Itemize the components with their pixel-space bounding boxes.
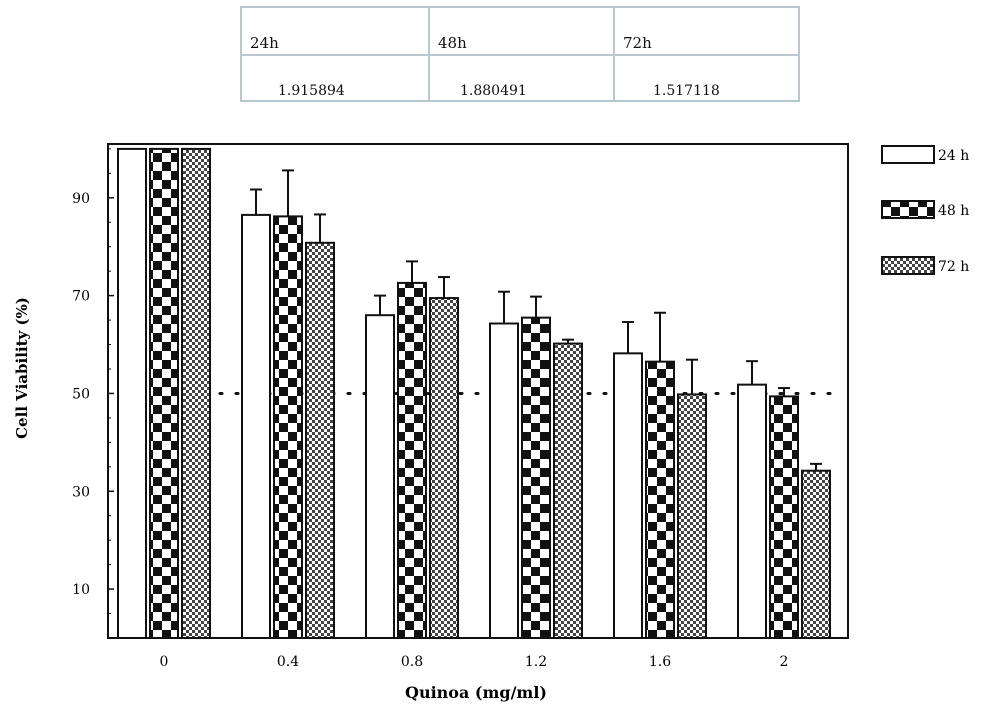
legend-swatch-48h: [881, 200, 935, 219]
bar-72h-0: [181, 147, 211, 639]
x-tick-label: 0.8: [401, 654, 423, 670]
y-tick-label: 30: [72, 484, 90, 500]
table-value-72h: 1.517118: [653, 83, 720, 99]
y-axis-label: Cell Viability (%): [13, 297, 31, 439]
bar-24h-2: [737, 383, 767, 639]
legend-label: 48 h: [938, 203, 969, 219]
y-tick-label: 90: [72, 191, 90, 207]
legend-label: 24 h: [938, 148, 969, 164]
bar-24h-0.4: [241, 213, 271, 639]
y-tick-label: 50: [72, 386, 90, 402]
table-header-24h: 24h: [242, 8, 430, 56]
x-tick-label: 1.6: [649, 654, 671, 670]
x-tick-label: 0: [160, 654, 169, 670]
bar-48h-0.8: [397, 281, 427, 639]
bar-48h-1.6: [645, 360, 675, 639]
bar-24h-1.6: [613, 352, 643, 639]
table-header-48h: 48h: [430, 8, 615, 56]
x-tick-label: 1.2: [525, 654, 547, 670]
bar-72h-2: [801, 469, 831, 640]
plot-frame: [107, 143, 849, 639]
bar-72h-0.4: [305, 241, 335, 640]
legend-swatch-72h: [881, 256, 935, 275]
legend-swatch-24h: [881, 145, 935, 164]
bar-72h-1.6: [677, 393, 707, 639]
bar-72h-0.8: [429, 297, 459, 639]
y-tick-label: 70: [72, 289, 90, 305]
bar-48h-0.4: [273, 215, 303, 639]
bar-48h-2: [769, 395, 799, 639]
bar-72h-1.2: [553, 342, 583, 639]
legend-label: 72 h: [938, 259, 969, 275]
table-value-48h: 1.880491: [430, 56, 615, 100]
table-header-72h: 72h: [615, 8, 798, 56]
x-tick-label: 0.4: [277, 654, 299, 670]
bar-48h-0: [149, 147, 179, 639]
x-tick-label: 2: [780, 654, 789, 670]
ic50-table: 24h 48h 72h 1.915894 1.880491 1.517118: [240, 6, 800, 102]
bar-24h-0: [117, 147, 147, 639]
y-tick-label: 10: [72, 582, 90, 598]
x-axis-label: Quinoa (mg/ml): [405, 683, 547, 702]
table-value-24h: 1.915894: [242, 56, 430, 100]
bar-24h-1.2: [489, 322, 519, 639]
bar-24h-0.8: [365, 314, 395, 639]
bar-48h-1.2: [521, 316, 551, 639]
